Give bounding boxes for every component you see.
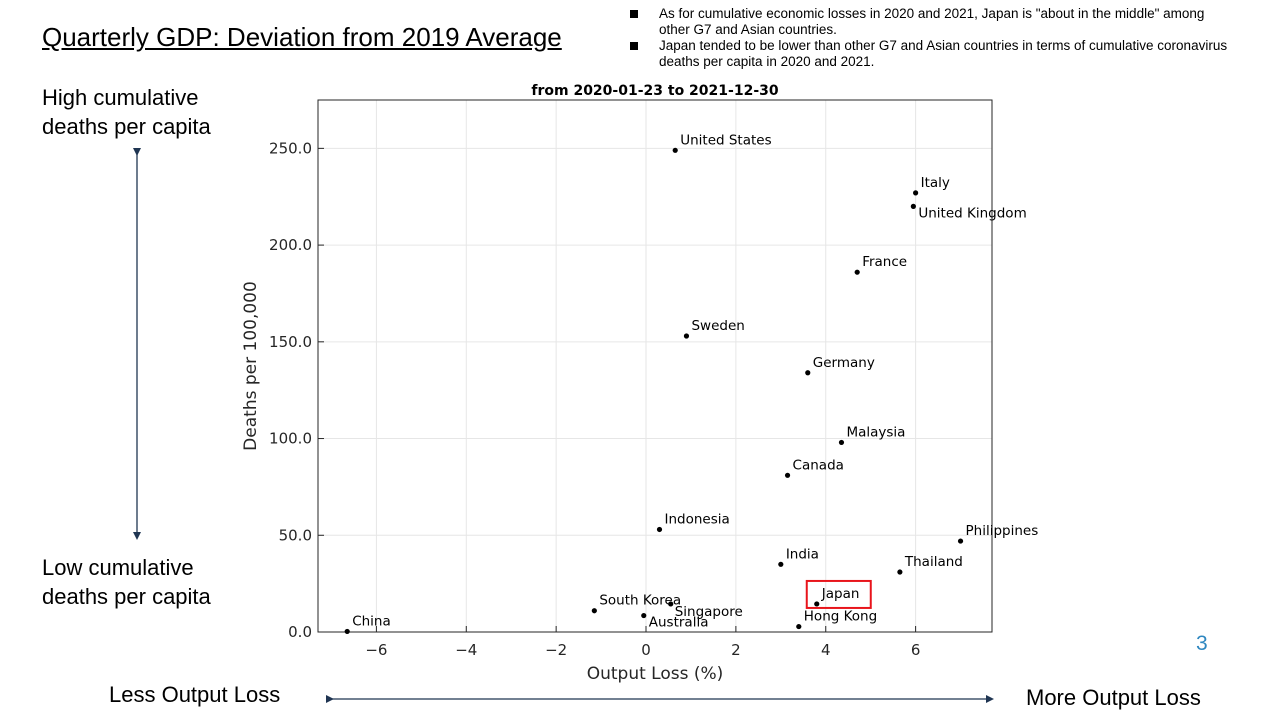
- bullet-item: As for cumulative economic losses in 202…: [630, 6, 1230, 38]
- data-point: [838, 439, 845, 446]
- y-axis-ticks: 0.0 50.0 100.0 150.0 200.0 250.0: [269, 139, 324, 641]
- x-tick-label: 4: [821, 641, 831, 659]
- data-point: [344, 628, 350, 635]
- data-point: [668, 601, 674, 607]
- more-output-loss-label: More Output Loss: [1026, 685, 1201, 710]
- y-tick-label: 200.0: [269, 236, 312, 254]
- data-point: [672, 147, 678, 153]
- point-label: United States: [680, 132, 771, 148]
- bullet-list: As for cumulative economic losses in 202…: [630, 6, 1230, 70]
- point-label: Malaysia: [846, 424, 905, 440]
- data-point: [913, 190, 919, 196]
- high-deaths-label: High cumulative deaths per capita: [42, 85, 211, 139]
- point-label: United Kingdom: [918, 205, 1026, 221]
- point-label: India: [786, 546, 819, 562]
- y-tick-label: 50.0: [279, 526, 312, 544]
- data-point: [805, 370, 811, 376]
- less-output-loss-label: Less Output Loss: [109, 682, 281, 707]
- slide-title: Quarterly GDP: Deviation from 2019 Avera…: [42, 22, 562, 52]
- point-label: Indonesia: [664, 511, 729, 527]
- plot-area-frame: [317, 99, 993, 633]
- y-tick-label: 0.0: [288, 623, 312, 641]
- highlight-box: [805, 579, 872, 609]
- y-tick-label: 150.0: [269, 333, 312, 351]
- x-tick-label: −4: [455, 641, 477, 659]
- data-point: [656, 526, 663, 533]
- y-tick-label: 250.0: [269, 139, 312, 157]
- x-axis-label: Output Loss (%): [587, 664, 724, 684]
- point-label: Germany: [813, 355, 875, 371]
- square-bullet-icon: [630, 42, 638, 50]
- bullet-text: As for cumulative economic losses in 202…: [659, 6, 1205, 37]
- grid-lines: [318, 100, 992, 633]
- low-deaths-label: Low cumulative deaths per capita: [42, 555, 211, 609]
- data-point: [814, 601, 820, 607]
- square-bullet-icon: [630, 10, 638, 18]
- point-label: Philippines: [966, 523, 1039, 539]
- point-label: Japan: [821, 586, 860, 602]
- data-point: [854, 269, 860, 275]
- x-tick-label: −6: [365, 641, 387, 659]
- bullet-item: Japan tended to be lower than other G7 a…: [630, 38, 1230, 70]
- point-label: China: [352, 613, 391, 629]
- point-label: Hong Kong: [804, 609, 877, 625]
- data-points: United States Italy United Kingdom France Sw…: [344, 132, 1039, 635]
- point-label: Singapore: [675, 604, 743, 620]
- x-tick-label: 0: [641, 641, 651, 659]
- data-point: [957, 538, 964, 544]
- data-point: [897, 569, 903, 575]
- y-tick-label: 100.0: [269, 430, 312, 448]
- data-point: [683, 333, 690, 339]
- chart-title: from 2020-01-23 to 2021-12-30: [531, 83, 778, 99]
- data-point: [641, 612, 647, 619]
- page-number: 3: [1196, 632, 1208, 655]
- x-tick-label: −2: [545, 641, 567, 659]
- point-label: Australia: [649, 615, 709, 631]
- point-label: Thailand: [904, 554, 963, 570]
- x-axis-ticks: −6 −4 −2 0 2 4 6: [365, 626, 920, 659]
- data-point: [796, 623, 802, 630]
- point-label: Canada: [793, 457, 844, 473]
- y-axis-label: Deaths per 100,000: [241, 281, 261, 451]
- data-point: [778, 561, 784, 567]
- point-label: Italy: [921, 175, 950, 191]
- point-label: Sweden: [691, 318, 744, 334]
- data-point: [784, 472, 791, 478]
- point-label: France: [862, 254, 907, 270]
- x-tick-label: 6: [911, 641, 921, 659]
- point-label: South Korea: [599, 593, 681, 609]
- data-point: [910, 203, 916, 209]
- x-tick-label: 2: [731, 641, 741, 659]
- bullet-text: Japan tended to be lower than other G7 a…: [659, 38, 1228, 69]
- data-point: [591, 608, 597, 614]
